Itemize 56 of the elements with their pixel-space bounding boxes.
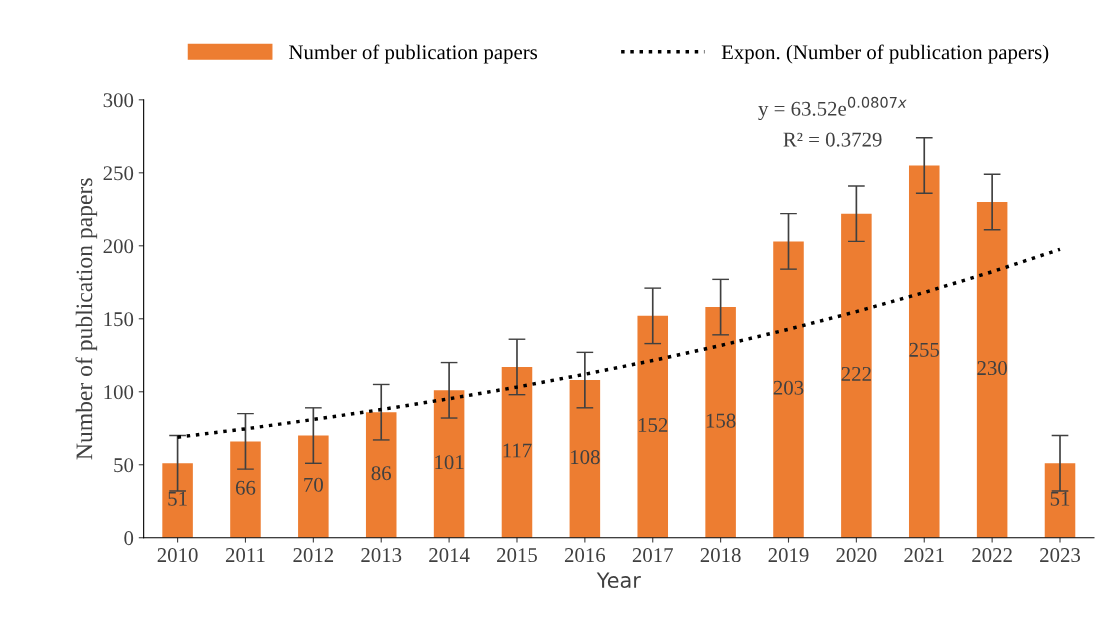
data-label: 108 bbox=[571, 450, 600, 465]
bar bbox=[637, 315, 669, 538]
x-tick-label: 2023 bbox=[1040, 548, 1081, 563]
data-label: 230 bbox=[977, 361, 1007, 376]
data-label: 86 bbox=[371, 466, 392, 481]
data-label: 101 bbox=[435, 455, 464, 470]
x-axis-title: Year bbox=[596, 572, 641, 589]
x-tick-label: 2015 bbox=[497, 548, 537, 563]
bar bbox=[976, 202, 1008, 538]
annotation: y = 63.52e$^{0.0807x}$ bbox=[758, 96, 907, 121]
data-label: 70 bbox=[304, 477, 323, 492]
bar bbox=[773, 241, 804, 538]
bar bbox=[433, 390, 465, 538]
bar bbox=[365, 412, 397, 538]
data-label: 158 bbox=[706, 413, 736, 428]
line-series bbox=[175, 247, 1062, 439]
x-tick-label: 2017 bbox=[632, 548, 673, 563]
bar bbox=[841, 213, 872, 538]
data-label: 66 bbox=[235, 480, 256, 495]
x-tick-label: 2014 bbox=[429, 548, 470, 563]
x-tick-label: 2011 bbox=[225, 548, 265, 563]
bar bbox=[908, 165, 940, 538]
bar bbox=[501, 366, 533, 538]
x-tick-label: 2016 bbox=[564, 548, 606, 563]
data-label: 51 bbox=[1050, 491, 1070, 506]
y-tick-label: 200 bbox=[103, 239, 134, 254]
x-tick-label: 2020 bbox=[836, 548, 877, 563]
data-label: 203 bbox=[773, 380, 804, 395]
bar bbox=[569, 380, 601, 538]
bar bbox=[230, 441, 261, 538]
x-tick-label: 2012 bbox=[293, 548, 334, 563]
data-label: 222 bbox=[841, 366, 871, 381]
annotation: R² = 0.3729 bbox=[783, 132, 882, 147]
y-tick-label: 250 bbox=[103, 166, 134, 181]
y-tick-label: 300 bbox=[103, 93, 134, 108]
y-tick-label: 150 bbox=[104, 312, 134, 327]
data-label: 255 bbox=[909, 342, 940, 357]
data-label: 51 bbox=[168, 491, 187, 506]
y-tick-label: 0 bbox=[124, 531, 134, 546]
data-label: 117 bbox=[503, 443, 532, 458]
x-tick-label: 2022 bbox=[972, 548, 1012, 563]
legend-label: Number of publication papers bbox=[289, 44, 538, 64]
data-label: 152 bbox=[638, 418, 668, 433]
bar bbox=[1044, 463, 1076, 538]
y-tick-label: 50 bbox=[114, 458, 134, 473]
x-tick-label: 2010 bbox=[157, 548, 198, 563]
y-tick-label: 100 bbox=[104, 385, 134, 400]
bar bbox=[162, 463, 193, 538]
x-tick-label: 2013 bbox=[361, 548, 402, 563]
bar bbox=[298, 435, 329, 538]
y-axis-title: Number of publication papers bbox=[75, 178, 98, 460]
x-tick-label: 2018 bbox=[700, 548, 741, 563]
x-tick-label: 2019 bbox=[768, 548, 809, 563]
legend-label: Expon. (Number of publication papers) bbox=[721, 44, 1049, 64]
x-tick-label: 2021 bbox=[904, 548, 944, 563]
bar bbox=[705, 307, 736, 538]
